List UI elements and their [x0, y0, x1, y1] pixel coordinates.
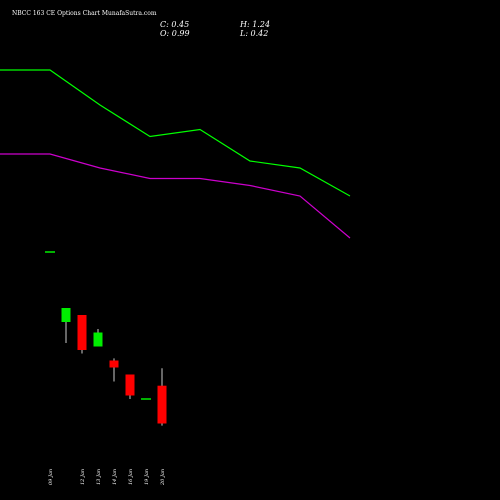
candle-body	[157, 385, 167, 424]
x-tick-label: 14 Jan	[112, 469, 118, 485]
candles	[45, 251, 167, 426]
chart-title: NBCC 163 CE Options Chart MunafaSutra.co…	[12, 10, 157, 17]
x-tick-label: 09 Jan	[48, 469, 54, 485]
x-tick-label: 20 Jan	[160, 469, 166, 486]
close-value: C: 0.45	[160, 20, 189, 29]
x-tick-label: 13 Jan	[96, 469, 102, 485]
x-tick-label: 19 Jan	[144, 469, 150, 485]
candle-body	[77, 315, 87, 350]
candle-body	[45, 251, 55, 253]
ma-fast-line	[0, 69, 351, 197]
candle-body	[61, 308, 71, 322]
x-tick-label: 16 Jan	[128, 469, 134, 485]
open-value: O: 0.99	[160, 29, 190, 38]
moving-averages	[0, 69, 351, 239]
low-value: L: 0.42	[239, 29, 268, 38]
candle-body	[109, 360, 119, 368]
high-value: H: 1.24	[239, 20, 270, 29]
candle-body	[93, 332, 103, 347]
candle-body	[125, 374, 135, 396]
ma-slow-line	[0, 153, 351, 239]
x-tick-label: 12 Jan	[80, 469, 86, 485]
candle-body	[141, 398, 151, 400]
x-axis-ticks: 09 Jan 12 Jan 13 Jan 14 Jan 16 Jan 19 Jan 20 J…	[48, 469, 166, 486]
